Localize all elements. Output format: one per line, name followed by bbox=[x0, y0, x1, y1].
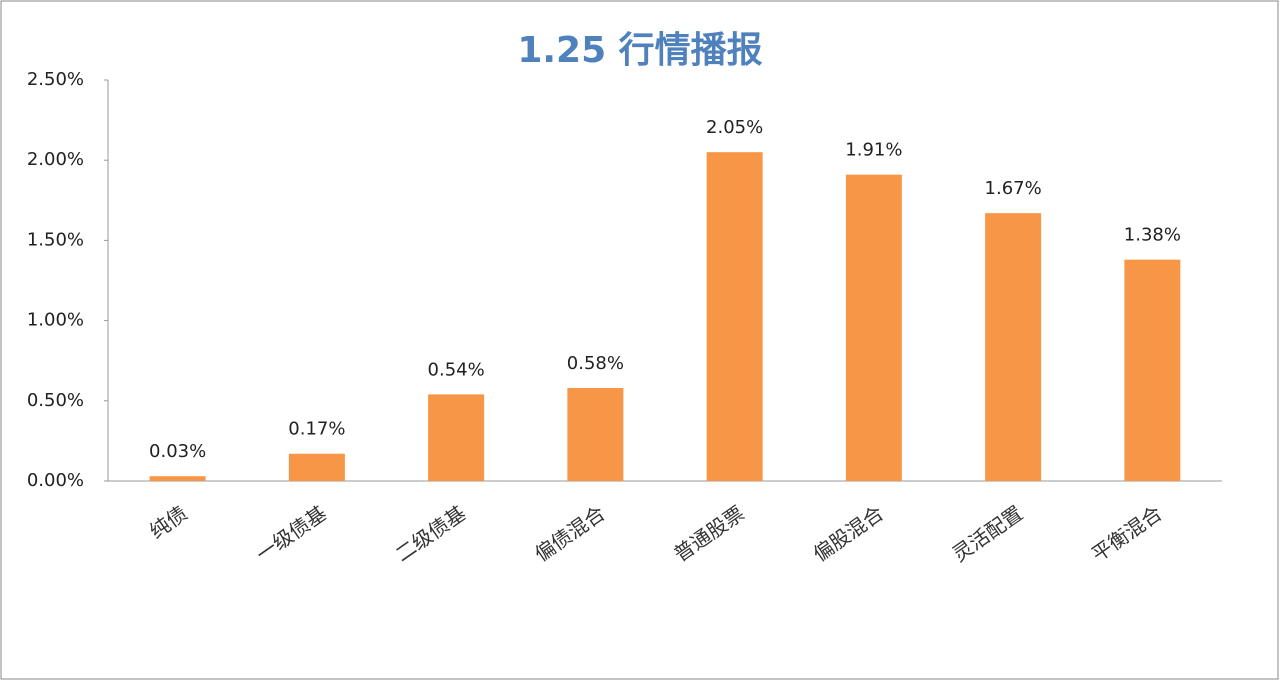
bar bbox=[985, 213, 1042, 481]
data-label: 1.38% bbox=[1124, 225, 1181, 246]
bar bbox=[845, 174, 902, 482]
y-tick-label: 0.00% bbox=[27, 470, 84, 491]
bar bbox=[149, 476, 206, 481]
chart-title: 1.25 行情播报 bbox=[517, 30, 762, 71]
bar bbox=[1124, 259, 1181, 481]
data-label: 0.17% bbox=[288, 419, 345, 440]
bar bbox=[706, 152, 763, 481]
data-label: 0.54% bbox=[428, 359, 485, 380]
data-label: 2.05% bbox=[706, 117, 763, 138]
y-tick-label: 1.00% bbox=[27, 310, 84, 331]
y-tick-label: 1.50% bbox=[27, 229, 84, 250]
y-tick-label: 2.00% bbox=[27, 149, 84, 170]
y-tick-label: 0.50% bbox=[27, 390, 84, 411]
data-label: 0.58% bbox=[567, 353, 624, 374]
bar bbox=[288, 453, 345, 481]
data-label: 1.67% bbox=[985, 178, 1042, 199]
bar bbox=[567, 387, 624, 481]
y-tick-label: 2.50% bbox=[27, 69, 84, 90]
data-label: 1.91% bbox=[845, 140, 902, 161]
data-label: 0.03% bbox=[149, 441, 206, 462]
bar bbox=[428, 394, 485, 481]
